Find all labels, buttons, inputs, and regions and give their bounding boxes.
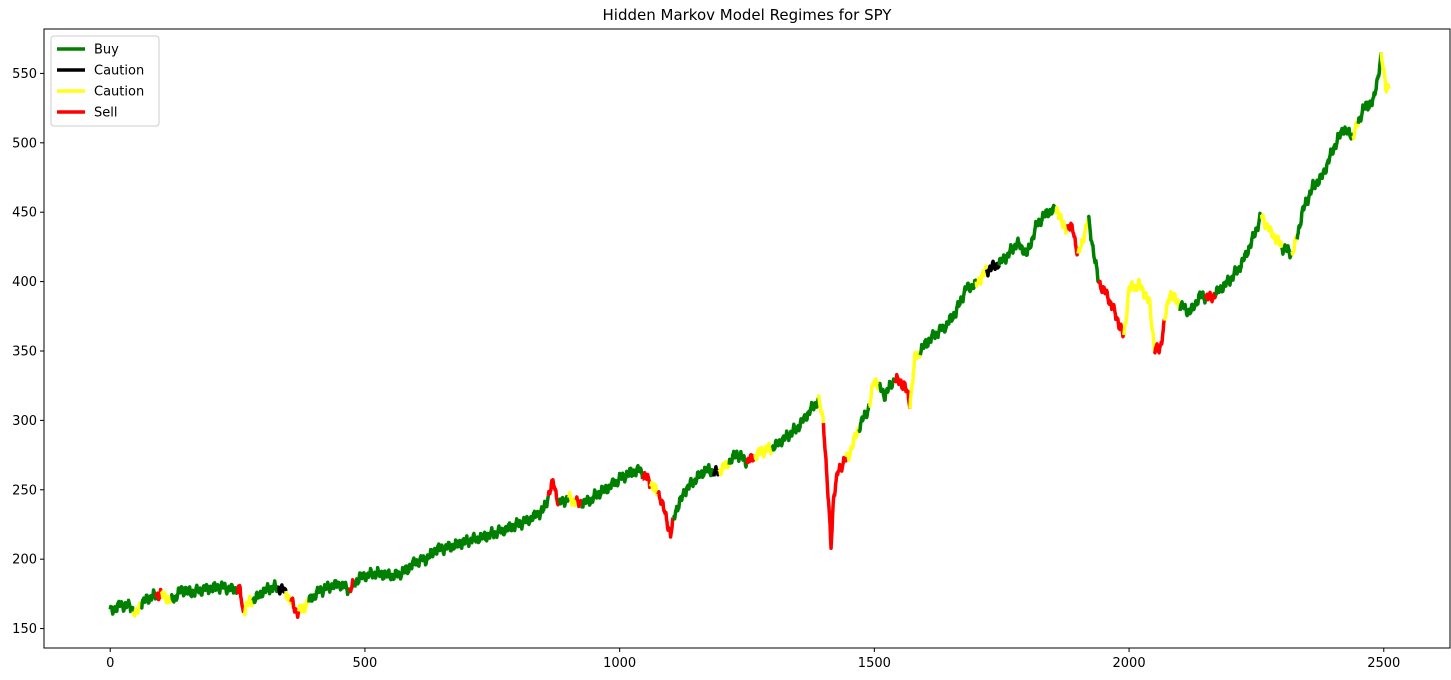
plot-frame [43, 28, 1451, 649]
x-tick-label: 0 [106, 656, 114, 671]
regime-segment [556, 494, 571, 508]
regime-segment [154, 587, 163, 602]
regime-segment [671, 462, 716, 521]
y-tick-label: 550 [12, 67, 37, 82]
plot-area [108, 51, 1391, 620]
regime-segment [1066, 221, 1080, 257]
regime-segment [1152, 318, 1167, 355]
regime-segment [277, 583, 288, 596]
y-tick-label: 350 [12, 344, 37, 359]
regime-segment [857, 403, 871, 434]
legend: Buy Caution Caution Sell [50, 35, 160, 127]
regime-segment [289, 596, 301, 620]
y-tick-label: 250 [12, 483, 37, 498]
regime-segment [1379, 52, 1391, 94]
regime-segment [546, 478, 561, 507]
regime-segment [353, 495, 551, 588]
regime-segment [139, 588, 158, 610]
regime-segment [131, 601, 143, 618]
regime-segment [648, 480, 660, 497]
regime-segment [251, 579, 280, 605]
regime-segment [1162, 289, 1182, 321]
regime-segment [242, 594, 255, 617]
regime-segment [745, 452, 757, 465]
regime-segment [1259, 213, 1284, 249]
regime-segment [1295, 125, 1355, 240]
x-tick-label: 2500 [1367, 656, 1400, 671]
regime-segment [1203, 290, 1218, 304]
regime-segment [656, 490, 668, 516]
x-axis: 0 500 1000 1500 2000 2500 [106, 648, 1400, 671]
legend-label: Buy [94, 43, 119, 58]
regime-segment [997, 203, 1057, 266]
regime-segment [717, 459, 731, 477]
regime-segment [1356, 51, 1383, 124]
regime-segment [878, 377, 897, 402]
y-tick-label: 450 [12, 206, 37, 221]
x-tick-label: 2000 [1113, 656, 1146, 671]
x-tick-label: 500 [353, 656, 378, 671]
regime-segment [169, 580, 240, 604]
regime-segment [1280, 243, 1294, 260]
regime-segment [821, 423, 849, 550]
regime-segment [727, 449, 749, 469]
regime-segment [868, 377, 882, 408]
regime-segment [159, 589, 174, 605]
y-tick-label: 200 [12, 553, 37, 568]
regime-segment [1076, 217, 1091, 254]
regime-segment [1178, 290, 1208, 318]
legend-label: Caution [94, 85, 144, 100]
regime-segment [567, 490, 579, 508]
regime-segment [579, 463, 645, 509]
regime-segment [108, 598, 135, 616]
regime-segment [1053, 205, 1070, 235]
legend-frame [50, 35, 160, 127]
regime-segment [1122, 277, 1157, 352]
regime-segment [1086, 214, 1100, 284]
regime-segment [844, 426, 861, 463]
regime-segment [1351, 120, 1360, 141]
regime-segment [770, 397, 821, 452]
regime-segment [712, 464, 721, 477]
regime-segment [908, 350, 922, 409]
regime-segment [816, 394, 826, 424]
y-tick-label: 300 [12, 414, 37, 429]
regime-segment [574, 495, 584, 509]
regime-segment [893, 372, 912, 410]
x-tick-label: 1000 [603, 656, 636, 671]
regime-segment [918, 278, 978, 356]
legend-label: Sell [94, 106, 117, 121]
regime-segment [663, 510, 675, 539]
y-tick-label: 150 [12, 622, 37, 637]
y-tick-label: 400 [12, 275, 37, 290]
regime-segment [984, 259, 1001, 278]
regime-segment [974, 264, 989, 288]
regime-segment [1096, 279, 1126, 339]
x-tick-label: 1500 [858, 656, 891, 671]
regime-segment [307, 579, 352, 603]
chart-title: Hidden Markov Model Regimes for SPY [603, 6, 893, 24]
y-axis: 150 200 250 300 350 400 450 500 550 [12, 67, 44, 637]
regime-segment [1214, 211, 1264, 297]
y-tick-label: 500 [12, 136, 37, 151]
regime-segment [641, 470, 652, 490]
regime-segment [753, 441, 775, 462]
regime-segment [235, 583, 246, 614]
legend-label: Caution [94, 64, 144, 79]
